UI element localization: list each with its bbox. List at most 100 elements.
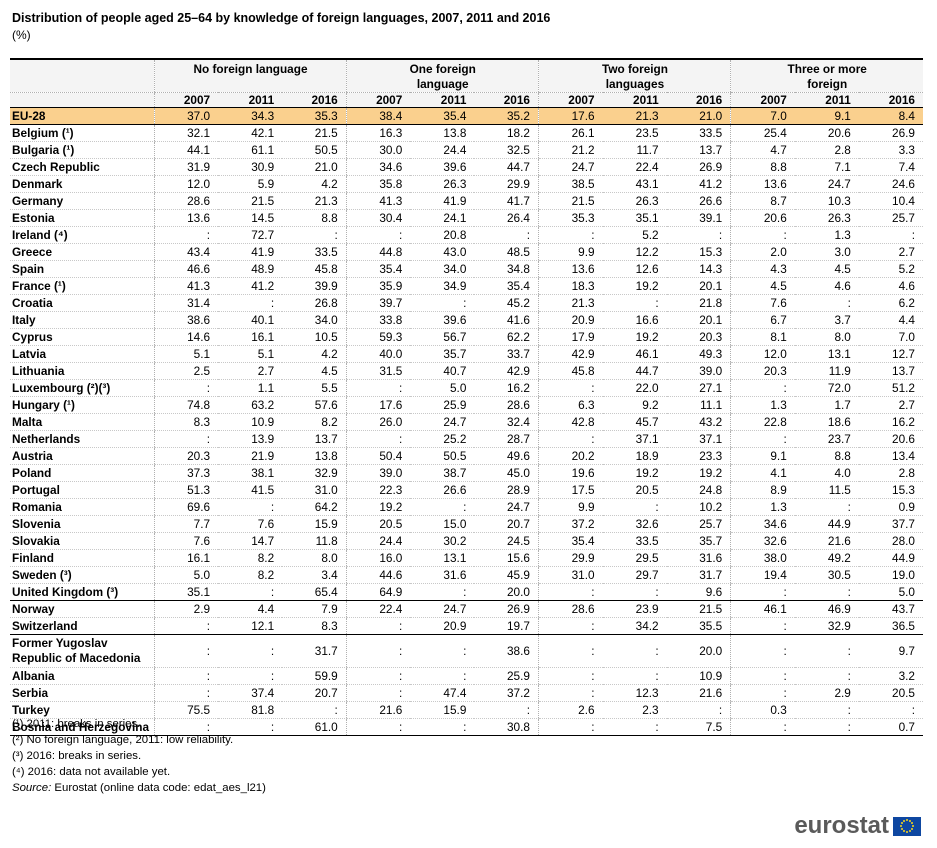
value-cell: 10.9 [666,667,731,685]
value-cell: 29.9 [537,549,603,567]
value-cell: 17.6 [345,396,411,414]
value-cell: : [153,617,219,635]
value-cell: 30.4 [345,209,411,227]
value-cell: 21.0 [666,107,731,125]
value-cell: 15.6 [474,549,539,567]
value-cell: 34.2 [602,617,667,635]
value-cell: 24.7 [410,600,475,618]
flag-star [903,830,905,833]
value-cell: 21.6 [794,532,859,550]
value-cell: 7.6 [730,294,795,312]
value-cell: 31.4 [153,294,219,312]
table-row: Serbia:37.4 20.7:47.4 37.2:12.3 21.6:2.9 20.… [10,684,923,702]
value-cell: 40.7 [410,362,475,380]
corner-cell [10,92,154,108]
value-cell: 26.1 [537,124,603,142]
value-cell: : [602,498,667,516]
value-cell: 42.9 [474,362,539,380]
corner-cell [10,58,154,93]
value-cell: 42.9 [537,345,603,363]
value-cell: 12.6 [602,260,667,278]
value-cell: 4.6 [858,277,923,295]
value-cell: : [153,684,219,702]
value-cell: : [537,430,603,448]
value-cell: 4.2 [282,345,347,363]
country-cell: Italy [10,311,154,329]
value-cell: 20.2 [537,447,603,465]
value-cell: 8.8 [282,209,347,227]
value-cell: 31.5 [345,362,411,380]
value-cell: 13.9 [218,430,283,448]
value-cell: 41.7 [474,192,539,210]
value-cell: : [730,667,795,685]
value-cell: : [602,294,667,312]
value-cell: 26.9 [474,600,539,618]
value-cell: : [537,379,603,397]
value-cell: : [602,634,667,668]
value-cell: 17.5 [537,481,603,499]
table-row: Sweden (³) 5.0 8.2 3.4 44.6 31.6 45.9 31.0 29.7 3… [10,566,923,584]
value-cell: 25.2 [410,430,475,448]
group-header: Three or more foreign [730,58,923,93]
value-cell: 16.3 [345,124,411,142]
value-cell: 26.4 [474,209,539,227]
value-cell: 56.7 [410,328,475,346]
value-cell: : [345,379,411,397]
value-cell: 45.9 [474,566,539,584]
value-cell: 13.7 [282,430,347,448]
value-cell: 37.4 [218,684,283,702]
value-cell: 41.2 [666,175,731,193]
value-cell: : [282,226,347,244]
value-cell: 63.2 [218,396,283,414]
value-cell: 9.9 [537,498,603,516]
country-cell: Poland [10,464,154,482]
value-cell: 13.8 [282,447,347,465]
value-cell: 3.0 [794,243,859,261]
value-cell: 19.6 [537,464,603,482]
value-cell: 8.8 [794,447,859,465]
value-cell: 28.6 [474,396,539,414]
table-row: Croatia 31.4:26.8 39.7:45.2 21.3:21.8 7.6:6.… [10,294,923,312]
value-cell: : [537,634,603,668]
value-cell: 16.6 [602,311,667,329]
value-cell: 7.5 [666,718,731,736]
country-cell: Malta [10,413,154,431]
value-cell: 8.0 [794,328,859,346]
value-cell: 38.5 [537,175,603,193]
value-cell: 39.6 [410,311,475,329]
value-cell: 20.3 [153,447,219,465]
country-cell: Lithuania [10,362,154,380]
value-cell: 39.0 [666,362,731,380]
value-cell: 39.0 [345,464,411,482]
value-cell: : [666,701,731,719]
value-cell: 44.8 [345,243,411,261]
value-cell: : [218,667,283,685]
value-cell: 44.9 [794,515,859,533]
value-cell: : [794,294,859,312]
flag-star [911,822,914,824]
value-cell: 2.7 [218,362,283,380]
value-cell: 15.9 [282,515,347,533]
value-cell: 28.7 [474,430,539,448]
table-row: Cyprus 14.6 16.1 10.5 59.3 56.7 62.2 17.9 19.2 20… [10,328,923,346]
value-cell: 35.3 [282,107,347,125]
value-cell: 2.8 [794,141,859,159]
value-cell: 37.3 [153,464,219,482]
value-cell: 32.5 [474,141,539,159]
value-cell: 31.6 [410,566,475,584]
flag-star [903,819,905,822]
value-cell: 49.3 [666,345,731,363]
country-cell: Croatia [10,294,154,312]
value-cell: 45.0 [474,464,539,482]
group-header: One foreign language [345,58,539,93]
flag-star [900,828,903,830]
value-cell: : [410,498,475,516]
value-cell: : [474,226,539,244]
value-cell: 11.8 [282,532,347,550]
value-cell: 17.9 [537,328,603,346]
value-cell: 21.5 [537,192,603,210]
value-cell: 14.7 [218,532,283,550]
value-cell: 32.1 [153,124,219,142]
table-row: Netherlands:13.9 13.7:25.2 28.7:37.1 37.1:2… [10,430,923,448]
value-cell: 16.1 [153,549,219,567]
